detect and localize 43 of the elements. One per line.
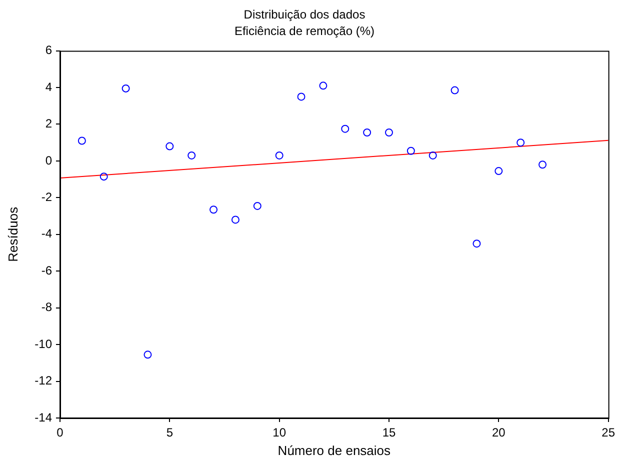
point bbox=[428, 151, 437, 160]
y-tick-label: 2 bbox=[45, 116, 52, 131]
point bbox=[188, 151, 196, 160]
y-tick-label: -10 bbox=[34, 336, 52, 351]
y-tick-label: -6 bbox=[41, 263, 52, 278]
y-tick-label: 0 bbox=[45, 153, 52, 168]
y-tick-label: 4 bbox=[45, 80, 52, 94]
y-tick-label: -2 bbox=[41, 190, 52, 204]
y-tick-label: -4 bbox=[41, 226, 52, 241]
x-tick-label: 10 bbox=[272, 426, 286, 440]
point bbox=[122, 84, 130, 92]
x-tick-label: 5 bbox=[166, 426, 174, 440]
point bbox=[494, 167, 503, 176]
point bbox=[384, 128, 393, 136]
point bbox=[406, 146, 415, 155]
x-tick-label: 15 bbox=[382, 426, 396, 440]
point bbox=[341, 124, 350, 133]
point bbox=[516, 138, 525, 147]
point bbox=[231, 216, 240, 224]
y-tick-label: -12 bbox=[34, 374, 52, 388]
x-tick-label: 0 bbox=[56, 426, 64, 440]
point bbox=[538, 160, 547, 169]
y-axis-title: Resíduos bbox=[5, 206, 20, 262]
point bbox=[78, 136, 86, 145]
point bbox=[275, 151, 284, 160]
point bbox=[166, 142, 174, 150]
point bbox=[144, 350, 152, 359]
point bbox=[253, 202, 262, 210]
point bbox=[319, 82, 328, 90]
point bbox=[210, 206, 218, 214]
point bbox=[100, 172, 108, 181]
x-tick-label: 20 bbox=[492, 426, 506, 440]
y-tick-label: 6 bbox=[45, 43, 52, 58]
point bbox=[363, 128, 372, 136]
point bbox=[472, 240, 481, 248]
point bbox=[297, 92, 306, 101]
y-tick-label: -14 bbox=[34, 410, 52, 424]
x-axis-title: Número de ensaios bbox=[278, 442, 392, 458]
y-tick-label: -8 bbox=[41, 300, 52, 314]
x-tick-label: 25 bbox=[602, 426, 616, 440]
chart-title: Distribuição dos dados bbox=[244, 8, 366, 22]
point bbox=[450, 86, 459, 94]
chart-subtitle: Eficiência de remoção (%) bbox=[234, 24, 375, 38]
